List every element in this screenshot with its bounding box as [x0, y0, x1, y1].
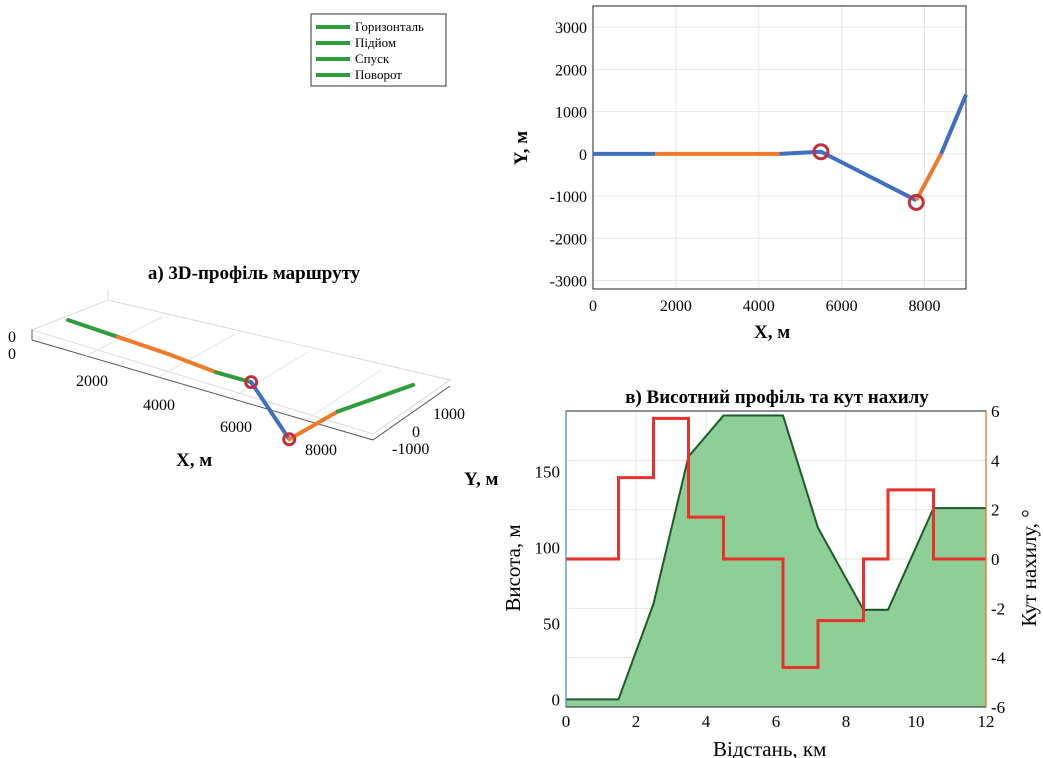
profile-right-tick-label: 0: [991, 550, 1000, 569]
route-segment: [287, 409, 340, 442]
3d-gridlines: [85, 316, 382, 421]
legend-label-rise: Підйом: [355, 35, 396, 50]
profile-right-axis-label: Кут нахилу, °: [1017, 509, 1041, 626]
route-segment: [335, 382, 416, 414]
xy-y-tick-label: -2000: [550, 231, 587, 248]
xy-y-tick-label: -3000: [550, 274, 587, 291]
xy-y-tick-label: 0: [579, 147, 587, 164]
profile-left-tick-label: 0: [552, 690, 561, 709]
3d-x-tick-label: 6000: [220, 419, 252, 436]
route-segment: [249, 380, 292, 442]
3d-z-tick-label: 0: [8, 346, 16, 363]
xy-route-segment: [939, 93, 968, 155]
xy-route: [593, 93, 968, 211]
route-segment: [115, 334, 219, 375]
3d-y-tick-label: 1000: [433, 406, 465, 423]
3d-x-tick-label: 2000: [76, 373, 108, 390]
profile-right-tick-label: 4: [991, 451, 1000, 470]
3d-box-floor: [30, 299, 452, 435]
3d-x-tick-label: 4000: [143, 397, 175, 414]
profile-right-tick-label: 2: [991, 501, 1000, 520]
3d-x-tick-label: 8000: [305, 442, 337, 459]
xy-y-tick-label: -1000: [550, 189, 587, 206]
xy-y-axis-label: Y, м: [511, 131, 532, 165]
xy-y-tick-label: 3000: [555, 20, 587, 37]
3d-route: [66, 318, 416, 447]
profile-x-tick-label: 12: [978, 712, 995, 731]
xy-route-segment: [914, 152, 943, 202]
profile-right-tick-label: 6: [991, 402, 1000, 421]
profile-x-axis-label: Відстань, км: [713, 737, 826, 758]
chart-profile: в) Висотний профіль та кут нахилу 0 2 4 6 8 1…: [501, 387, 1041, 758]
profile-left-tick-label: 100: [535, 539, 561, 558]
3d-y-axis-label: Y, м: [464, 469, 498, 490]
3d-gridline: [85, 316, 163, 357]
profile-left-axis-label: Висота, м: [501, 524, 525, 611]
turn-marker: [282, 432, 297, 447]
profile-right-tick-label: -2: [991, 599, 1005, 618]
xy-x-tick-label: 2000: [660, 298, 692, 315]
chart-3d-title: а) 3D-профіль маршруту: [148, 263, 361, 284]
xy-x-tick-label: 8000: [909, 298, 941, 315]
xy-x-tick-label: 6000: [826, 298, 858, 315]
xy-ticks: 0 2000 4000 6000 8000 3000 2000 1000 0 -1000 -2000…: [550, 20, 941, 315]
xy-y-tick-label: 2000: [555, 62, 587, 79]
3d-z-ticks: 0 0: [8, 329, 16, 363]
elevation-area: [566, 415, 986, 707]
xy-grid: [592, 6, 966, 289]
3d-y-tick-label: -1000: [392, 441, 429, 458]
legend-label-horizontal: Горизонталь: [355, 19, 424, 34]
xy-x-axis-label: X, м: [754, 322, 790, 343]
profile-x-tick-label: 0: [562, 712, 571, 731]
xy-plot-frame: [592, 5, 967, 290]
3d-y-tick-label: 0: [412, 424, 420, 441]
legend-label-descent: Спуск: [355, 51, 390, 66]
3d-gridline: [158, 333, 236, 378]
xy-route-segment: [779, 149, 918, 203]
profile-x-tick-label: 2: [632, 712, 641, 731]
profile-ticks: 0 2 4 6 8 10 12 6 4 2 0 -2 -4 -6 0 50 100 150: [535, 402, 1006, 731]
chart-3d: а) 3D-профіль маршруту 2000 4000 6000 80…: [8, 263, 498, 490]
profile-left-tick-label: 50: [543, 615, 560, 634]
profile-angle: [566, 416, 986, 670]
xy-y-tick-label: 1000: [555, 105, 587, 122]
elevation-line: [566, 414, 986, 701]
profile-right-tick-label: -4: [991, 649, 1006, 668]
profile-right-tick-label: -6: [991, 698, 1005, 717]
slope-angle-line: [566, 416, 986, 670]
profile-x-tick-label: 8: [842, 712, 851, 731]
legend-label-turn: Поворот: [355, 67, 402, 82]
3d-gridline: [231, 351, 309, 399]
3d-x-ticks: 2000 4000 6000 8000: [76, 373, 337, 459]
xy-x-tick-label: 0: [589, 298, 597, 315]
profile-elevation: [566, 414, 986, 707]
profile-x-tick-label: 10: [908, 712, 925, 731]
3d-gridline: [305, 369, 382, 421]
legend: Горизонталь Підйом Спуск Поворот: [310, 13, 447, 87]
3d-y-ticks: 1000 0 -1000: [392, 406, 465, 458]
3d-y-axis: [372, 385, 451, 441]
profile-x-tick-label: 6: [772, 712, 781, 731]
3d-x-axis: [31, 339, 374, 441]
xy-turn-marker: [812, 143, 830, 161]
route-segment: [66, 318, 120, 339]
xy-x-tick-label: 4000: [743, 298, 775, 315]
chart-xy: 0 2000 4000 6000 8000 3000 2000 1000 0 -1000 -2000…: [511, 5, 968, 343]
profile-x-tick-label: 4: [702, 712, 711, 731]
xy-turn-marker: [907, 193, 925, 211]
3d-x-axis-label: X, м: [176, 450, 212, 471]
turn-marker: [244, 375, 259, 390]
3d-z-tick-label: 0: [8, 329, 16, 346]
profile-title: в) Висотний профіль та кут нахилу: [625, 387, 929, 408]
profile-left-tick-label: 150: [535, 463, 561, 482]
